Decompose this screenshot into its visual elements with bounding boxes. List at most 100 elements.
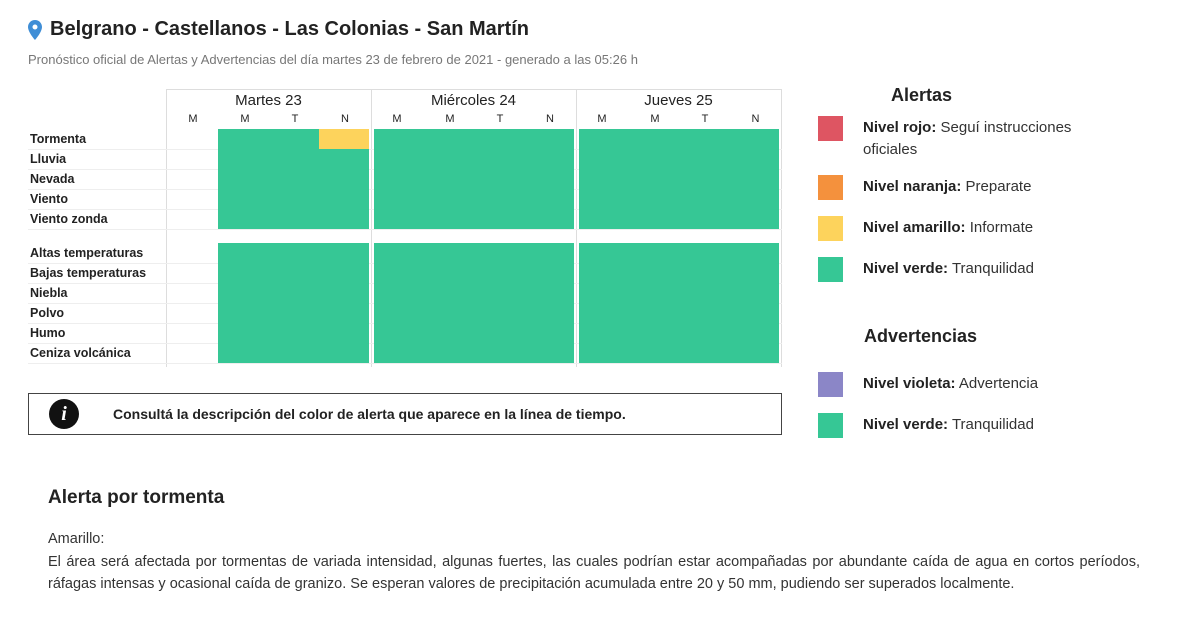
legend-warning-item: Nivel violeta: Advertencia (818, 372, 1123, 397)
day-header: Miércoles 24 (430, 92, 517, 109)
legend-alert-item: Nivel rojo: Seguí instrucciones oficiale… (818, 116, 1123, 161)
slot-header: M (240, 113, 250, 125)
level-bar (374, 149, 574, 169)
alert-timeline-grid: Martes 23 M M T N Miércoles 24 M M T N Jueves 25 M M… (28, 89, 782, 369)
legend-warning-text: Nivel violeta: Advertencia (863, 373, 1123, 395)
level-bar (374, 129, 574, 149)
level-bar (579, 189, 779, 209)
level-bar (579, 129, 779, 149)
level-bar (218, 283, 369, 303)
level-bar (579, 283, 779, 303)
level-bar (374, 263, 574, 283)
level-bar (218, 149, 369, 169)
legend-level: Nivel rojo: (863, 119, 937, 136)
level-bar (218, 263, 369, 283)
row-label: Polvo (30, 306, 65, 320)
row-label: Lluvia (30, 152, 67, 166)
legend-alert-item: Nivel naranja: Preparate (818, 175, 1123, 200)
slot-header: M (445, 113, 455, 125)
page-subtitle: Pronóstico oficial de Alertas y Adverten… (28, 52, 638, 67)
slot-header: T (291, 113, 299, 125)
level-bar (218, 343, 369, 363)
slot-header: T (701, 113, 709, 125)
legend-desc: Tranquilidad (948, 416, 1034, 433)
level-bar (218, 243, 369, 263)
level-bar (374, 283, 574, 303)
level-bar (579, 303, 779, 323)
legend-level: Nivel naranja: (863, 178, 962, 195)
level-bar (579, 343, 779, 363)
legend-alert-item: Nivel verde: Tranquilidad (818, 257, 1123, 282)
row-divider (28, 229, 782, 230)
level-bar (218, 303, 369, 323)
level-bar (218, 169, 369, 189)
level-bar (374, 303, 574, 323)
level-bar (579, 323, 779, 343)
color-swatch (818, 413, 843, 438)
legend-desc: Tranquilidad (948, 260, 1034, 277)
legend-alerts-title: Alertas (891, 85, 953, 105)
slot-header: M (597, 113, 607, 125)
slot-header: M (650, 113, 660, 125)
legend-warning-item: Nivel verde: Tranquilidad (818, 413, 1123, 438)
location-pin-icon (28, 19, 42, 40)
row-label: Altas temperaturas (30, 246, 144, 260)
slot-header: N (751, 113, 760, 125)
row-label: Bajas temperaturas (30, 266, 147, 280)
info-icon: i (49, 399, 79, 429)
color-swatch (818, 116, 843, 141)
day-header: Martes 23 (235, 92, 302, 109)
alert-detail-title: Alerta por tormenta (48, 487, 225, 508)
legend-desc: Informate (965, 219, 1034, 236)
level-bar (579, 169, 779, 189)
row-label: Ceniza volcánica (30, 346, 131, 360)
day-separator (166, 89, 167, 367)
color-swatch (818, 175, 843, 200)
level-bar (218, 209, 369, 229)
slot-header: M (392, 113, 402, 125)
level-bar (374, 243, 574, 263)
alert-detail-description: El área será afectada por tormentas de v… (48, 554, 1140, 592)
legend-desc: Seguí instrucciones oficiales (863, 119, 1072, 158)
legend-alert-text: Nivel naranja: Preparate (863, 176, 1123, 198)
legend-alert-text: Nivel amarillo: Informate (863, 217, 1123, 239)
day-separator (781, 89, 782, 367)
legend-level: Nivel verde: (863, 416, 949, 433)
legend-alert-item: Nivel amarillo: Informate (818, 216, 1123, 241)
slot-header: N (546, 113, 554, 125)
level-bar (374, 189, 574, 209)
level-bar (374, 343, 574, 363)
color-swatch (818, 257, 843, 282)
slot-header: M (188, 113, 198, 125)
slot-header: N (341, 113, 349, 125)
color-swatch (818, 372, 843, 397)
row-label: Tormenta (30, 132, 87, 146)
level-bar (579, 149, 779, 169)
legend-desc: Preparate (961, 178, 1032, 195)
day-header: Jueves 25 (644, 92, 713, 109)
legend-level: Nivel amarillo: (863, 219, 966, 236)
day-separator (576, 89, 577, 367)
page-header: Belgrano - Castellanos - Las Colonias - … (28, 18, 529, 41)
level-bar (579, 243, 779, 263)
alert-detail-level: Amarillo: (48, 531, 105, 547)
legend-level: Nivel verde: (863, 260, 949, 277)
level-bar (218, 189, 369, 209)
level-bar (579, 263, 779, 283)
page-title: Belgrano - Castellanos - Las Colonias - … (50, 18, 529, 40)
legend-alert-text: Nivel verde: Tranquilidad (863, 258, 1123, 280)
grid-top-line (166, 89, 782, 90)
level-cell-amarillo (319, 129, 369, 149)
row-label: Nevada (30, 172, 75, 186)
row-divider (28, 363, 782, 364)
row-label: Viento (30, 192, 68, 206)
day-separator (371, 89, 372, 367)
row-label: Viento zonda (30, 212, 108, 226)
slot-header: T (496, 113, 504, 125)
legend-warnings-title: Advertencias (864, 326, 978, 346)
legend-level: Nivel violeta: (863, 375, 956, 392)
info-box: i Consultá la descripción del color de a… (28, 393, 782, 435)
legend-warning-text: Nivel verde: Tranquilidad (863, 414, 1123, 436)
row-label: Niebla (30, 286, 68, 300)
level-bar (374, 323, 574, 343)
